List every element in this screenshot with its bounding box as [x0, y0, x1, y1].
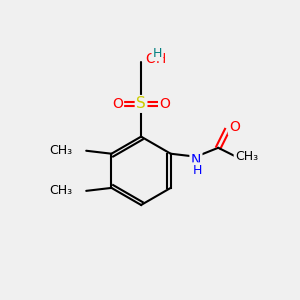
Text: H: H	[153, 47, 162, 60]
Text: S: S	[136, 96, 146, 111]
Text: CH₃: CH₃	[50, 144, 73, 157]
Text: OH: OH	[146, 52, 167, 66]
Text: O: O	[159, 97, 170, 111]
Text: O: O	[229, 120, 240, 134]
Text: H: H	[193, 164, 202, 177]
Text: N: N	[191, 153, 201, 167]
Text: CH₃: CH₃	[235, 150, 258, 163]
Text: CH₃: CH₃	[50, 184, 73, 197]
Text: O: O	[112, 97, 123, 111]
